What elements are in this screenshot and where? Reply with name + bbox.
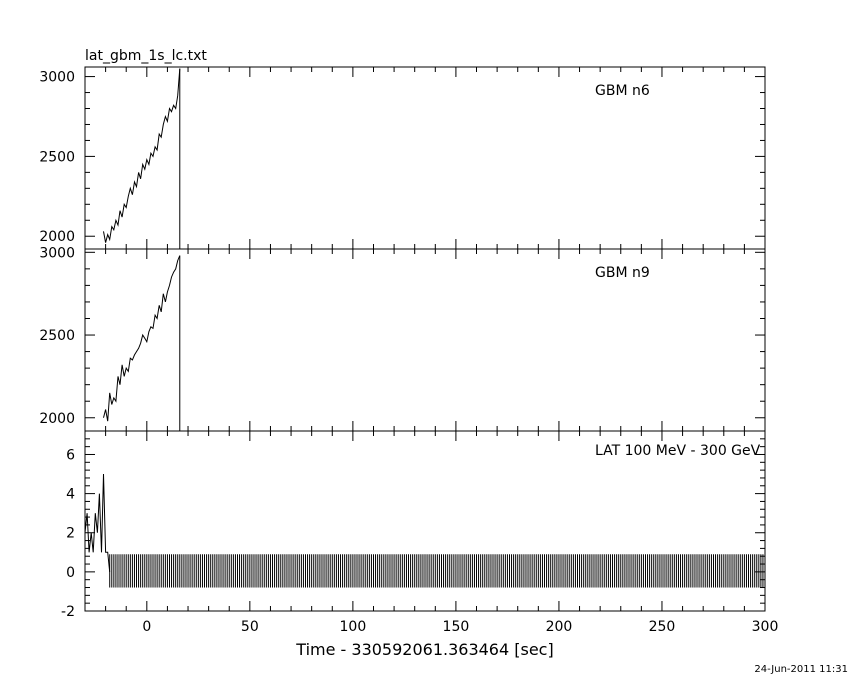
panel-frame <box>84 430 766 612</box>
x-tick-label: 100 <box>340 619 367 635</box>
x-axis-label: Time - 330592061.363464 [sec] <box>295 640 553 659</box>
series-line <box>84 473 111 572</box>
panel-label: GBM n6 <box>595 83 650 99</box>
panel-lat: LAT 100 MeV - 300 GeV -2 0 2 4 6 0 50 100 150 200… <box>61 430 779 635</box>
x-tick-label: 200 <box>546 619 573 635</box>
y-tick-label: 2500 <box>39 328 75 344</box>
panel-gbm-n9: GBM n9 2000 2500 3000 <box>39 245 766 432</box>
timestamp: 24-Jun-2011 11:31 <box>754 664 848 675</box>
panel-label: LAT 100 MeV - 300 GeV <box>595 443 761 459</box>
y-tick-label: 0 <box>66 565 75 581</box>
series-line <box>103 68 181 243</box>
y-tick-label: 2 <box>66 526 75 542</box>
x-tick-label: 50 <box>241 619 259 635</box>
panel-gbm-n6: GBM n6 2000 2500 3000 <box>39 66 766 250</box>
y-tick-label: 3000 <box>39 70 75 86</box>
panel-frame <box>84 66 766 250</box>
y-tick-label: 4 <box>66 487 75 503</box>
x-tick-label: 300 <box>752 619 779 635</box>
file-title: lat_gbm_1s_lc.txt <box>85 48 207 64</box>
y-tick-label: -2 <box>61 604 75 620</box>
series-line <box>103 255 181 422</box>
x-tick-label: 0 <box>142 619 151 635</box>
y-tick-label: 6 <box>66 447 75 463</box>
y-tick-label: 2000 <box>39 411 75 427</box>
panel-label: GBM n9 <box>595 265 650 281</box>
x-tick-label: 250 <box>649 619 676 635</box>
x-tick-label: 150 <box>443 619 470 635</box>
y-tick-label: 2000 <box>39 229 75 245</box>
panel-frame <box>84 248 766 432</box>
y-tick-label: 3000 <box>39 245 75 261</box>
y-tick-label: 2500 <box>39 149 75 165</box>
